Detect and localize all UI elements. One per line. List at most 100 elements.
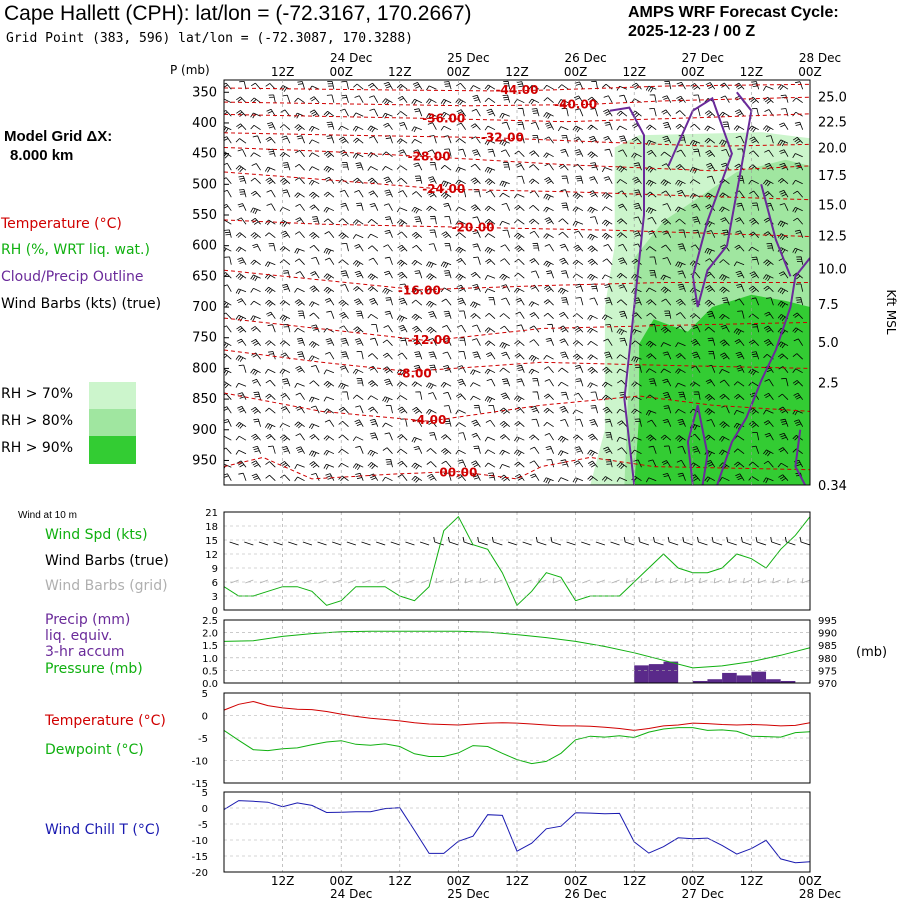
- legend-temperature-2m: Temperature (°C): [45, 713, 166, 729]
- wind-barb: [484, 178, 496, 186]
- wind-barb: [675, 261, 686, 268]
- wind-barb: [426, 98, 437, 105]
- station-title: Cape Hallett (CPH): lat/lon = (-72.3167,…: [4, 2, 472, 25]
- wind-barb: [544, 136, 554, 144]
- wind-barb: [779, 149, 789, 157]
- wind-barb: [734, 339, 745, 346]
- wind-barb: [235, 355, 247, 362]
- legend-pressure: Pressure (mb): [45, 661, 143, 677]
- wind-barb: [530, 270, 540, 279]
- wind-barb: [675, 298, 686, 306]
- wind-barb: [543, 421, 554, 428]
- wind-barb: [499, 434, 510, 441]
- wind-barb: [604, 418, 613, 427]
- value-tick-label: 5: [202, 788, 208, 799]
- wind-barb: [265, 393, 276, 400]
- wind-barb: [617, 203, 628, 211]
- wind-barb: [279, 124, 291, 131]
- wind-barb: [224, 369, 232, 376]
- wind-barb: [382, 447, 393, 454]
- wind-barb: [484, 436, 496, 442]
- wind-barb: [751, 445, 760, 454]
- wind-barb: [443, 405, 452, 414]
- wind-barb: [793, 217, 804, 225]
- wind-barb: [792, 368, 803, 374]
- wind-barb: [574, 81, 584, 90]
- precip-bar: [780, 680, 796, 683]
- wind-barb: [455, 449, 466, 455]
- wind-barb: [501, 297, 511, 306]
- wind-barb: [353, 137, 364, 144]
- surface-wind-barb-true: [595, 541, 606, 546]
- model-grid-label: Model Grid ΔX:: [4, 128, 113, 145]
- wind-barb: [587, 354, 598, 360]
- surface-wind-barb-true: [477, 536, 488, 546]
- wind-barb: [250, 152, 261, 158]
- wind-barb: [660, 326, 672, 334]
- wind-barb: [647, 419, 657, 427]
- pressure-right-tick: 995: [818, 616, 837, 627]
- wind-barb: [514, 204, 525, 211]
- time-tick-label-top: 12Z: [505, 65, 529, 79]
- wind-barb: [397, 271, 408, 279]
- wind-barb: [294, 177, 305, 184]
- wind-barb: [341, 162, 349, 171]
- wind-barb: [294, 476, 305, 482]
- wind-barb: [502, 162, 511, 171]
- wind-barb: [413, 364, 423, 373]
- wind-barb: [294, 299, 305, 307]
- pressure-axis-unit: P (mb): [170, 63, 210, 77]
- wind-barb: [443, 391, 452, 400]
- value-tick-label: -15: [192, 852, 208, 863]
- wind-barb: [603, 351, 613, 360]
- wind-barb: [426, 205, 437, 212]
- wind-barb: [704, 434, 716, 441]
- wind-barb: [414, 351, 423, 360]
- wind-barb: [440, 164, 452, 171]
- wind-barb: [353, 286, 364, 292]
- surface-wind-barb-true: [740, 536, 752, 546]
- wind-barb: [531, 418, 540, 427]
- wind-barb: [602, 366, 613, 374]
- wind-barb: [441, 460, 452, 468]
- wind-10m-label: Wind at 10 m: [18, 510, 77, 521]
- wind-barb: [693, 391, 701, 400]
- wind-barb: [645, 477, 657, 483]
- wind-barb: [575, 175, 584, 184]
- wind-barb: [588, 135, 598, 144]
- wind-barb: [557, 435, 569, 443]
- wind-barb: [484, 97, 496, 104]
- wind-barb: [484, 288, 496, 294]
- wind-barb: [792, 380, 803, 387]
- wind-barb: [327, 81, 335, 90]
- wind-barb: [471, 432, 481, 441]
- wind-barb: [323, 110, 335, 117]
- wind-barb: [514, 232, 525, 240]
- wind-barb: [338, 448, 349, 455]
- wind-barb: [529, 312, 540, 319]
- wind-barb: [778, 474, 789, 482]
- wind-barb: [763, 420, 774, 427]
- wind-barb: [396, 111, 408, 117]
- wind-barb: [369, 108, 379, 117]
- wind-barb: [472, 94, 481, 103]
- wind-barb: [616, 477, 628, 482]
- wind-barb: [721, 297, 730, 306]
- wind-barb: [440, 180, 452, 188]
- wind-barb: [440, 125, 452, 131]
- value-tick-label: 3: [212, 592, 218, 603]
- wind-barb: [749, 190, 760, 198]
- wind-barb: [341, 243, 349, 252]
- wind-barb: [587, 475, 598, 482]
- wind-barb: [559, 405, 569, 414]
- wind-barb: [662, 391, 672, 400]
- wind-barb: [338, 136, 349, 144]
- wind-barb: [352, 436, 364, 442]
- wind-barb: [794, 121, 804, 130]
- wind-barb: [589, 297, 598, 306]
- surface-wind-barb-true: [507, 541, 518, 546]
- wind-barb: [575, 297, 584, 306]
- wind-barb: [616, 299, 628, 306]
- wind-barb: [529, 446, 540, 454]
- cloud-outline: [760, 184, 792, 277]
